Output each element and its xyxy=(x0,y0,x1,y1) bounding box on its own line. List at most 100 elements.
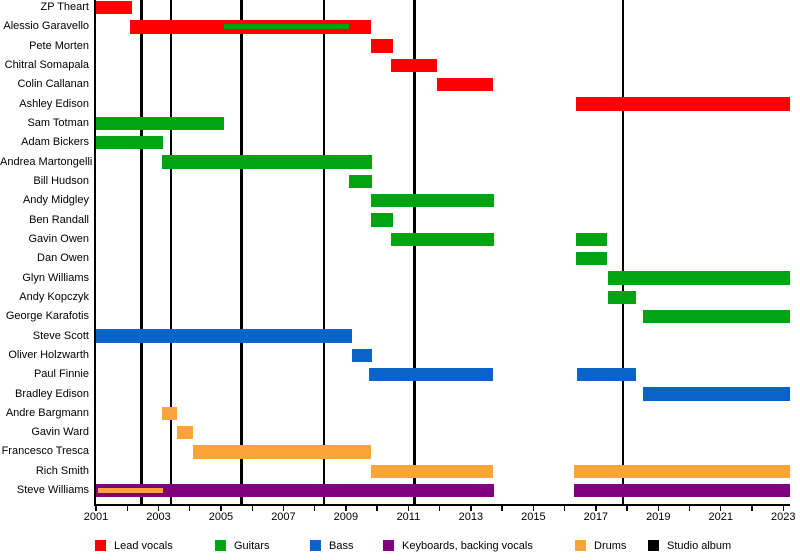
member-name-label: Gavin Owen xyxy=(28,232,89,245)
year-label: 2007 xyxy=(271,511,296,523)
year-label: 2009 xyxy=(333,511,359,523)
member-bar-overlay xyxy=(97,488,164,494)
member-name-label: Ben Randall xyxy=(29,213,89,226)
year-label: 2005 xyxy=(208,511,234,523)
legend-label: Lead vocals xyxy=(114,540,173,552)
legend-label: Bass xyxy=(329,540,354,552)
year-tick xyxy=(220,505,222,511)
year-label: 2023 xyxy=(771,511,796,523)
year-tick xyxy=(282,505,285,511)
member-name-label: Francesco Tresca xyxy=(1,445,89,458)
member-name-label: Colin Callanan xyxy=(17,78,89,91)
year-tick xyxy=(189,505,191,511)
member-name-label: Oliver Holzwarth xyxy=(8,348,89,361)
member-bar xyxy=(575,232,607,247)
year-label: 2019 xyxy=(646,511,671,523)
album-release-line xyxy=(621,0,625,504)
member-bar xyxy=(370,39,393,53)
member-bar xyxy=(96,136,164,150)
member-name-label: Sam Totman xyxy=(27,116,89,129)
year-label: 2001 xyxy=(83,511,109,523)
member-name-label: Steve Scott xyxy=(32,329,89,342)
year-tick xyxy=(782,505,784,511)
member-name-label: George Karafotis xyxy=(5,310,89,323)
year-tick xyxy=(438,505,441,511)
year-label: 2011 xyxy=(396,511,421,523)
year-tick xyxy=(595,505,597,511)
member-bar xyxy=(575,97,790,111)
year-tick xyxy=(751,505,753,511)
member-name-label: Alessio Garavello xyxy=(3,20,89,33)
member-bar xyxy=(96,116,225,131)
member-name-label: Chitral Somapala xyxy=(4,58,89,71)
member-bar xyxy=(642,387,790,401)
y-axis-line xyxy=(94,0,96,504)
member-bar xyxy=(349,174,373,189)
album-release-line xyxy=(169,0,173,504)
member-name-label: ZP Theart xyxy=(40,1,89,13)
member-bar xyxy=(352,348,373,363)
member-bar xyxy=(96,483,495,498)
legend-swatch-red xyxy=(95,540,106,551)
year-tick xyxy=(626,505,628,511)
member-name-label: Bradley Edison xyxy=(15,387,89,400)
member-bar xyxy=(370,194,495,208)
legend-swatch-black xyxy=(648,540,659,551)
album-release-line xyxy=(413,0,416,504)
year-label: 2003 xyxy=(146,511,171,523)
member-bar xyxy=(577,367,637,382)
member-bar xyxy=(370,213,393,227)
year-tick xyxy=(345,505,347,511)
legend-label: Keyboards, backing vocals xyxy=(402,540,533,552)
year-label: 2015 xyxy=(521,511,546,523)
year-label: 2017 xyxy=(583,511,609,523)
member-bar xyxy=(391,232,495,247)
legend-swatch-orange xyxy=(575,540,586,551)
member-bar xyxy=(161,406,178,421)
year-tick xyxy=(720,505,722,511)
member-bar xyxy=(369,367,493,382)
legend-swatch-green xyxy=(215,540,226,551)
member-name-label: Pete Morten xyxy=(29,39,89,52)
member-name-label: Dan Owen xyxy=(37,252,89,265)
year-label: 2013 xyxy=(458,511,484,523)
member-bar xyxy=(642,310,790,324)
member-bar xyxy=(573,464,790,478)
member-bar xyxy=(192,445,371,459)
member-name-label: Paul Finnie xyxy=(33,368,89,381)
member-bar xyxy=(96,0,132,15)
member-name-label: Andre Bargmann xyxy=(5,406,89,419)
member-bar xyxy=(370,464,493,478)
member-name-label: Andrea Martongelli xyxy=(0,155,93,168)
legend-swatch-purple xyxy=(383,540,394,551)
year-tick xyxy=(563,505,566,511)
legend-label: Guitars xyxy=(234,540,270,552)
member-bar xyxy=(161,155,373,169)
year-tick xyxy=(688,505,691,511)
year-tick xyxy=(157,505,160,511)
legend-label: Drums xyxy=(594,540,627,552)
year-label: 2021 xyxy=(708,511,734,523)
member-name-label: Glyn Williams xyxy=(22,271,89,284)
legend-label: Studio album xyxy=(667,540,732,552)
year-tick xyxy=(470,505,472,511)
member-name-label: Steve Williams xyxy=(16,484,89,497)
member-bar xyxy=(608,290,637,305)
member-name-label: Andy Kopczyk xyxy=(19,290,89,303)
member-bar xyxy=(391,58,437,73)
year-tick xyxy=(407,505,410,511)
year-tick xyxy=(313,505,316,511)
member-name-label: Ashley Edison xyxy=(19,97,89,110)
member-name-label: Bill Hudson xyxy=(33,174,89,187)
member-bar-overlay xyxy=(224,24,350,30)
member-bar xyxy=(436,78,493,92)
member-name-label: Adam Bickers xyxy=(21,136,89,149)
member-bar xyxy=(96,329,353,343)
member-bar xyxy=(608,271,790,285)
album-release-line xyxy=(239,0,243,504)
member-name-label: Andy Midgley xyxy=(22,194,89,207)
album-release-line xyxy=(322,0,326,504)
year-tick xyxy=(95,505,97,511)
member-name-label: Gavin Ward xyxy=(31,426,89,439)
